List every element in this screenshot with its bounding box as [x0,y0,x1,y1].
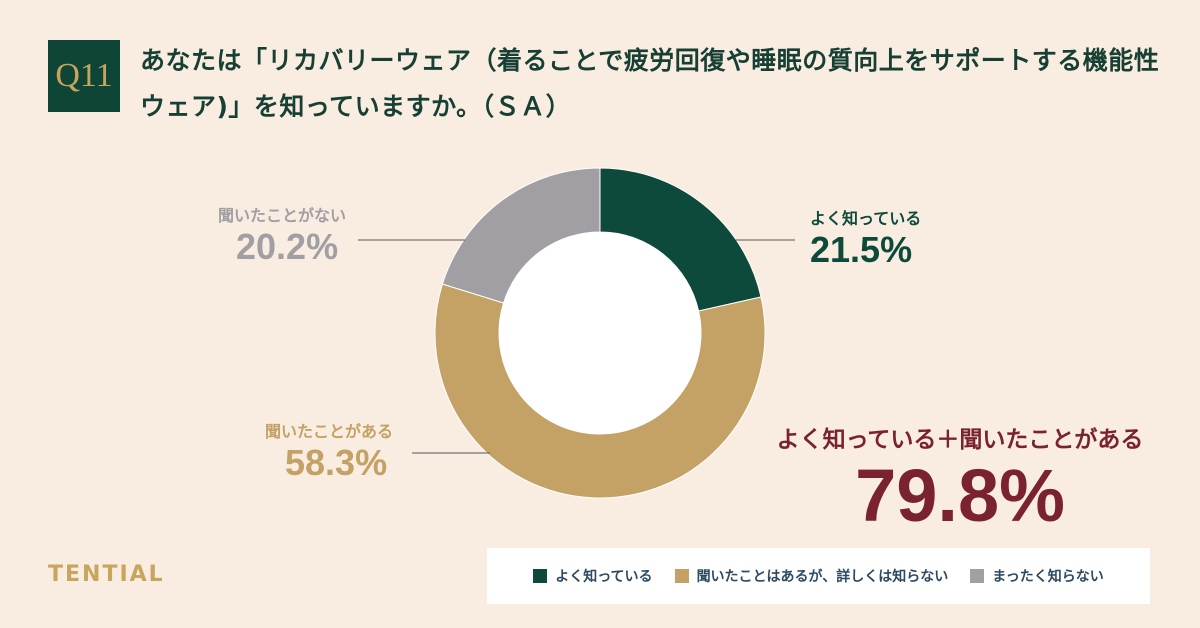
legend-item: まったく知らない [970,566,1104,586]
combined-annotation: よく知っている＋聞いたことがある 79.8% [740,420,1180,538]
combined-label: よく知っている＋聞いたことがある [776,427,1144,453]
slice-name: よく知っている [810,209,922,228]
slice-label-2: 聞いたことがない 20.2% [218,202,346,268]
slice-name: 聞いたことがない [218,206,347,225]
brand-logo: TENTIAL [48,562,165,587]
donut-slice-1 [434,283,766,499]
slice-value: 58.3% [285,442,388,483]
legend-item: よく知っている [533,566,653,586]
legend: よく知っている 聞いたことはあるが、詳しくは知らない まったく知らない [487,548,1150,604]
slice-value: 21.5% [810,229,913,270]
question-number-badge: Q11 [48,40,120,112]
legend-label: まったく知らない [992,569,1104,585]
legend-label: 聞いたことはあるが、詳しくは知らない [696,569,949,585]
slice-label-0: よく知っている 21.5% [810,205,921,271]
question-title: あなたは「リカバリーウェア（着ることで疲労回復や睡眠の質向上をサポートする機能性… [140,46,1160,121]
legend-swatch [674,569,689,583]
slice-name: 聞いたことがある [265,422,394,441]
slice-label-1: 聞いたことがある 58.3% [265,418,393,484]
combined-value: 79.8% [855,454,1065,537]
slice-value: 20.2% [236,226,339,267]
legend-swatch [970,569,985,583]
legend-label: よく知っている [555,569,653,585]
legend-swatch [533,569,548,583]
donut-hole [499,232,701,434]
legend-item: 聞いたことはあるが、詳しくは知らない [674,566,949,586]
